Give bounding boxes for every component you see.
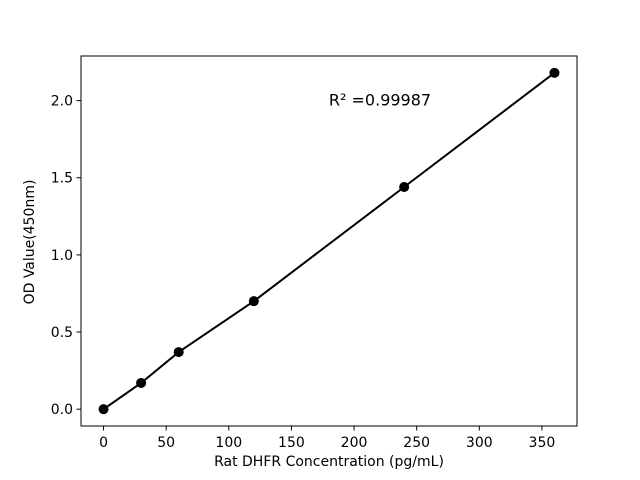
- data-point: [136, 377, 147, 388]
- data-series: [98, 67, 560, 415]
- series-line: [102, 71, 556, 411]
- data-point: [549, 67, 560, 78]
- y-tick-label: 0.0: [51, 402, 73, 418]
- y-tick-label: 0.5: [51, 325, 73, 341]
- x-tick-label: 150: [278, 435, 305, 451]
- x-tick-label: 200: [341, 435, 368, 451]
- x-tick-label: 300: [466, 435, 493, 451]
- x-axis-label: Rat DHFR Concentration (pg/mL): [214, 454, 444, 470]
- y-tick-label: 1.0: [51, 248, 73, 264]
- y-tick-label: 1.5: [51, 171, 73, 187]
- y-axis-label: OD Value(450nm): [22, 179, 38, 305]
- x-tick-label: 100: [215, 435, 242, 451]
- axes-frame: [80, 55, 578, 427]
- data-point: [399, 181, 410, 192]
- x-tick-label: 350: [529, 435, 556, 451]
- x-tick-label: 50: [157, 435, 175, 451]
- data-point: [248, 296, 259, 307]
- x-tick-label: 250: [403, 435, 430, 451]
- data-point: [173, 347, 184, 358]
- y-axis-ticks: 0.0 0.5 1.0 1.5 2.0: [51, 94, 81, 418]
- data-point: [98, 404, 109, 415]
- x-tick-label: 0: [99, 435, 108, 451]
- r-squared-annotation: R² =0.99987: [328, 90, 432, 110]
- x-axis-ticks: 0 50 100 150 200 250 300 350: [99, 426, 555, 451]
- y-tick-label: 2.0: [51, 94, 73, 110]
